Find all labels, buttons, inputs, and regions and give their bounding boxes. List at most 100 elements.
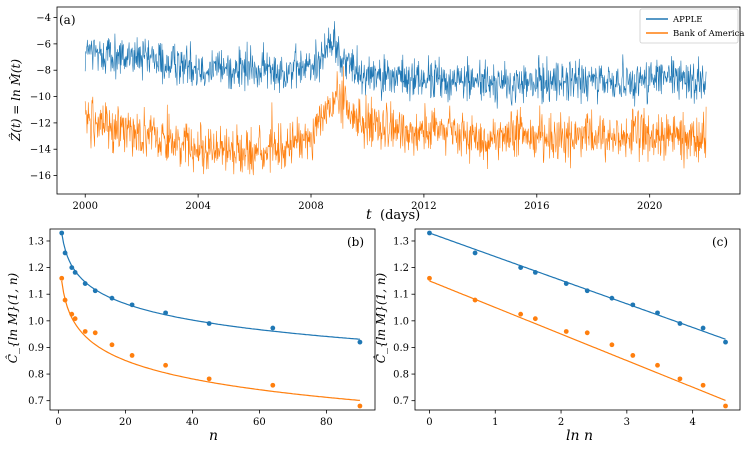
panel-a-line-boa: [84, 66, 707, 176]
panel-b-point-boa: [206, 376, 212, 382]
panel-b-point-boa: [69, 311, 75, 317]
panel-b-point-apple: [92, 288, 98, 294]
panel-c-point-apple: [609, 295, 615, 301]
panel-c-ytick-label: 0.8: [393, 370, 409, 381]
panel-b-point-apple: [72, 269, 78, 275]
panel-a-ytick-label: −6: [36, 39, 51, 50]
panel-c: 0 1 2 3 4 0.7 0.8 0.9 1.0 1.1 1.2 1.3 (c) ln n Ĉ_{l…: [372, 228, 741, 444]
panel-b-ytick-label: 1.0: [28, 316, 44, 327]
panel-b-point-boa: [109, 342, 115, 348]
panel-b-point-apple: [357, 339, 363, 345]
panel-c-point-boa: [677, 376, 683, 382]
panel-a-ytick-label: −16: [30, 171, 51, 182]
panel-c-point-apple: [563, 281, 569, 286]
panel-a-label: (a): [59, 13, 76, 27]
panel-a-ytick-label: −14: [30, 145, 51, 156]
panel-b: 0 20 40 60 80 0.7 0.8 0.9 1.0 1.1 1.2 1.3 (b) n Ĉ_{…: [4, 228, 376, 444]
legend: APPLE Bank of America: [639, 8, 744, 44]
panel-a-ytick-label: −8: [36, 66, 51, 77]
panel-b-ylabel: Ĉ_{ln M}(1, n): [4, 272, 20, 363]
panel-b-point-boa: [129, 353, 135, 358]
panel-c-point-apple: [630, 302, 636, 308]
panel-c-frame: [414, 228, 741, 411]
panel-c-point-apple: [584, 288, 590, 294]
panel-c-ticks: 0 1 2 3 4 0.7 0.8 0.9 1.0 1.1 1.2 1.3: [393, 236, 696, 428]
panel-c-point-boa: [427, 275, 432, 281]
panel-b-point-apple: [109, 295, 115, 301]
panel-b-xtick-label: 80: [320, 417, 333, 428]
panel-b-label: (b): [347, 235, 364, 249]
panel-b-ytick-label: 0.8: [28, 370, 44, 381]
panel-c-label: (c): [712, 235, 728, 249]
panel-b-xtick-label: 60: [253, 417, 266, 428]
panel-b-point-apple: [129, 302, 135, 308]
panel-b-point-apple: [163, 310, 168, 316]
panel-b-point-boa: [59, 275, 65, 281]
panel-b-ytick-label: 1.1: [28, 290, 44, 301]
panel-a-xtick-label: 2020: [637, 201, 662, 212]
panel-b-ytick-label: 0.7: [28, 396, 44, 407]
panel-a: 2000 2004 2008 2012 2016 2020 −16 −14 −12 −10 −8 −6…: [8, 6, 744, 223]
panel-c-point-boa: [609, 342, 615, 348]
panel-b-xtick-label: 40: [186, 417, 199, 428]
panel-b-ytick-label: 1.2: [28, 263, 44, 274]
panel-b-point-boa: [357, 403, 363, 409]
panel-b-point-boa: [82, 329, 88, 334]
panel-c-xtick-label: 0: [426, 417, 432, 428]
panel-c-fit-boa: [429, 280, 726, 401]
panel-c-xtick-label: 4: [689, 417, 695, 428]
panel-c-ytick-label: 1.2: [393, 263, 409, 274]
panel-b-point-boa: [92, 330, 98, 336]
panel-b-xlabel: n: [209, 428, 218, 444]
panel-c-xtick-label: 2: [558, 417, 564, 428]
panel-c-point-apple: [532, 269, 538, 275]
panel-b-ytick-label: 1.3: [28, 236, 44, 247]
panel-c-ylabel: Ĉ_{ln M}(1, n): [372, 272, 388, 363]
legend-label-boa: Bank of America: [673, 29, 744, 39]
panel-b-point-boa: [270, 382, 276, 388]
panel-a-xtick-label: 2016: [524, 201, 549, 212]
panel-c-point-apple: [723, 339, 728, 345]
panel-c-fit-apple: [429, 232, 726, 340]
panel-c-ytick-label: 1.1: [393, 290, 409, 301]
panel-c-point-apple: [655, 310, 660, 316]
panel-c-ytick-label: 0.9: [393, 343, 409, 354]
panel-a-xtick-label: 2000: [72, 201, 97, 212]
panel-c-point-boa: [584, 330, 590, 336]
panel-c-point-boa: [518, 311, 524, 317]
panel-b-fit-boa: [61, 280, 360, 401]
panel-b-point-boa: [163, 362, 168, 368]
panel-c-point-apple: [700, 325, 706, 331]
panel-c-point-apple: [427, 230, 432, 236]
panel-c-xtick-label: 3: [624, 417, 630, 428]
panel-c-point-boa: [532, 316, 538, 322]
panel-a-xtick-label: 2008: [298, 201, 323, 212]
panel-b-xtick-label: 20: [119, 417, 132, 428]
panel-c-point-apple: [677, 321, 683, 326]
panel-c-series: [427, 230, 728, 409]
panel-b-point-apple: [59, 230, 65, 236]
panel-a-line-apple: [84, 21, 707, 109]
panel-c-point-apple: [518, 265, 524, 270]
panel-b-ytick-label: 0.9: [28, 343, 44, 354]
panel-c-xlabel: ln n: [566, 428, 593, 444]
panel-a-xtick-label: 2012: [411, 201, 436, 212]
panel-b-point-apple: [206, 321, 212, 326]
panel-c-point-boa: [723, 403, 728, 409]
panel-c-ytick-label: 0.7: [393, 396, 409, 407]
panel-a-series: [84, 21, 707, 176]
panel-b-point-apple: [62, 250, 68, 256]
panel-c-point-boa: [630, 353, 636, 358]
panel-b-point-boa: [72, 316, 78, 322]
panel-c-point-boa: [472, 297, 478, 303]
panel-a-ylabel: Ẑ(t) = ln M̂(t): [8, 59, 23, 142]
panel-b-point-apple: [82, 281, 88, 286]
panel-c-point-apple: [472, 250, 478, 256]
panel-c-xtick-label: 1: [492, 417, 498, 428]
panel-b-ticks: 0 20 40 60 80 0.7 0.8 0.9 1.0 1.1 1.2 1.3: [28, 236, 333, 428]
panel-b-point-apple: [270, 325, 276, 331]
panel-a-frame: [56, 6, 741, 195]
panel-b-xtick-label: 0: [55, 417, 61, 428]
panel-c-point-boa: [563, 329, 569, 334]
